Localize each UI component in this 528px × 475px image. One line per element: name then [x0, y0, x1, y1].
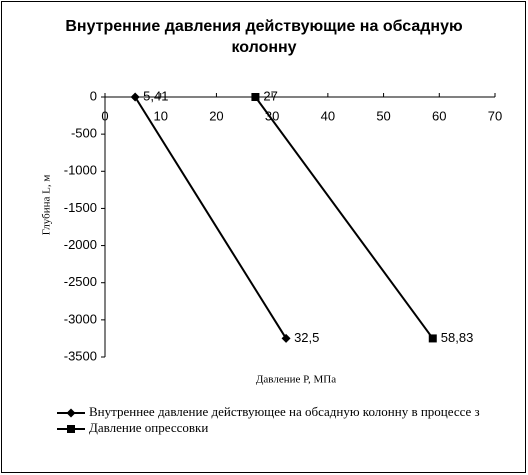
- series-line: [134, 96, 287, 339]
- x-tick-label: 10: [153, 108, 167, 123]
- legend-marker: [66, 408, 76, 418]
- y-tick-label: -2000: [64, 237, 97, 252]
- y-tick-label: -1000: [64, 163, 97, 178]
- marker: [428, 334, 437, 343]
- legend-label: Давление опрессовки: [89, 420, 208, 435]
- data-label: 27: [263, 88, 277, 103]
- y-tick-label: -1500: [64, 200, 97, 215]
- y-axis-label: Глубина L, м: [41, 175, 53, 236]
- y-tick-label: -500: [71, 126, 97, 141]
- marker: [130, 92, 140, 102]
- x-tick-label: 0: [101, 108, 108, 123]
- legend-label: Внутреннее давление действующее на обсад…: [89, 404, 480, 419]
- y-tick-label: -2500: [64, 274, 97, 289]
- x-tick-label: 70: [488, 108, 502, 123]
- x-tick-label: 20: [209, 108, 223, 123]
- data-label: 58,83: [441, 330, 474, 345]
- x-tick-label: 60: [432, 108, 446, 123]
- marker: [281, 333, 291, 343]
- series-line: [254, 96, 434, 340]
- data-label: 5,41: [143, 88, 168, 103]
- data-label: 32,5: [294, 330, 319, 345]
- y-tick-label: -3500: [64, 348, 97, 363]
- x-axis-label: Давление P, МПа: [256, 374, 336, 386]
- x-tick-label: 30: [265, 108, 279, 123]
- y-tick-label: 0: [90, 88, 97, 103]
- x-tick-label: 50: [376, 108, 390, 123]
- x-tick-label: 40: [321, 108, 335, 123]
- legend-marker: [67, 425, 75, 433]
- chart-title: Внутренние давления действующие на обсад…: [65, 18, 463, 56]
- marker: [251, 93, 260, 101]
- y-tick-label: -3000: [64, 311, 97, 326]
